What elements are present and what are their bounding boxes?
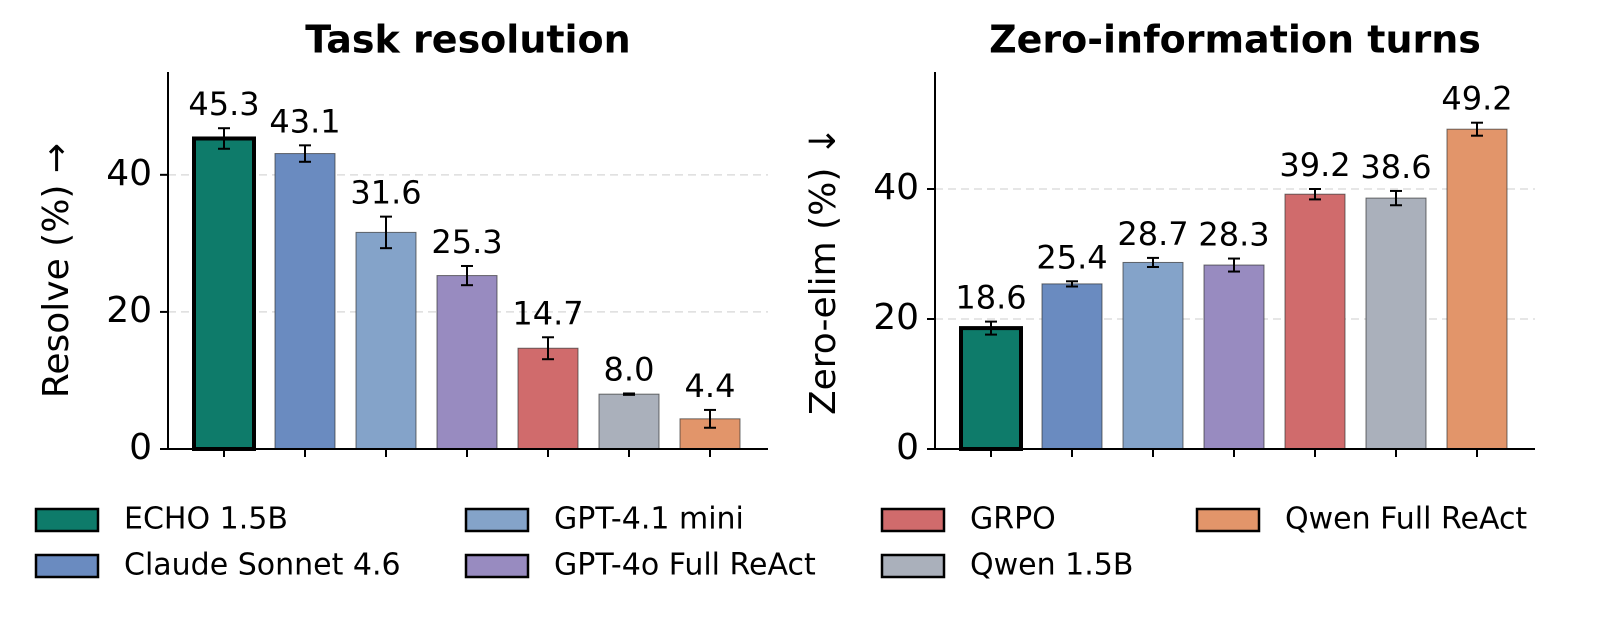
bar	[355, 231, 417, 450]
legend-swatch	[34, 507, 100, 533]
value-label: 39.2	[1279, 146, 1350, 184]
bar	[436, 275, 498, 450]
legend-label: GPT-4o Full ReAct	[554, 548, 816, 583]
y-tick-label: 20	[106, 290, 152, 331]
bar	[598, 393, 660, 450]
value-label: 18.6	[955, 279, 1026, 317]
value-label: 45.3	[188, 85, 259, 123]
legend-swatch	[1195, 507, 1261, 533]
bar	[1122, 261, 1184, 450]
bar	[1284, 193, 1346, 450]
value-label: 8.0	[604, 350, 655, 388]
legend-label: GRPO	[970, 502, 1056, 537]
value-label: 28.3	[1198, 216, 1269, 254]
legend-swatch	[464, 553, 530, 579]
y-tick-label: 0	[129, 427, 152, 468]
value-label: 49.2	[1441, 80, 1512, 118]
value-label: 25.4	[1036, 238, 1107, 276]
bar	[1041, 283, 1103, 450]
y-axis-label: Zero-elim (%) ↓	[803, 126, 844, 415]
value-label: 38.6	[1360, 148, 1431, 186]
y-tick-label: 40	[106, 153, 152, 194]
legend-label: Qwen 1.5B	[970, 548, 1133, 583]
bar	[192, 136, 256, 451]
bar	[274, 153, 336, 450]
legend-label: Claude Sonnet 4.6	[124, 548, 401, 583]
legend-label: Qwen Full ReAct	[1285, 502, 1527, 537]
legend-label: GPT-4.1 mini	[554, 502, 744, 537]
value-label: 28.7	[1117, 215, 1188, 253]
value-label: 31.6	[350, 174, 421, 212]
bar	[1203, 264, 1265, 450]
bar	[1365, 197, 1427, 450]
value-label: 43.1	[269, 102, 340, 140]
chart-title: Zero-information turns	[989, 18, 1481, 62]
y-tick-label: 0	[896, 427, 919, 468]
value-label: 14.7	[512, 294, 583, 332]
bar	[517, 347, 579, 450]
legend-label: ECHO 1.5B	[124, 502, 288, 537]
y-tick-label: 40	[873, 167, 919, 208]
legend-swatch	[880, 553, 946, 579]
y-tick-label: 20	[873, 297, 919, 338]
legend-swatch	[880, 507, 946, 533]
chart-title: Task resolution	[305, 18, 630, 62]
legend-swatch	[34, 553, 100, 579]
legend-swatch	[464, 507, 530, 533]
value-label: 4.4	[685, 367, 736, 405]
bar	[1446, 128, 1508, 450]
value-label: 25.3	[431, 223, 502, 261]
bar	[959, 326, 1023, 452]
y-axis-label: Resolve (%) →	[36, 143, 77, 398]
